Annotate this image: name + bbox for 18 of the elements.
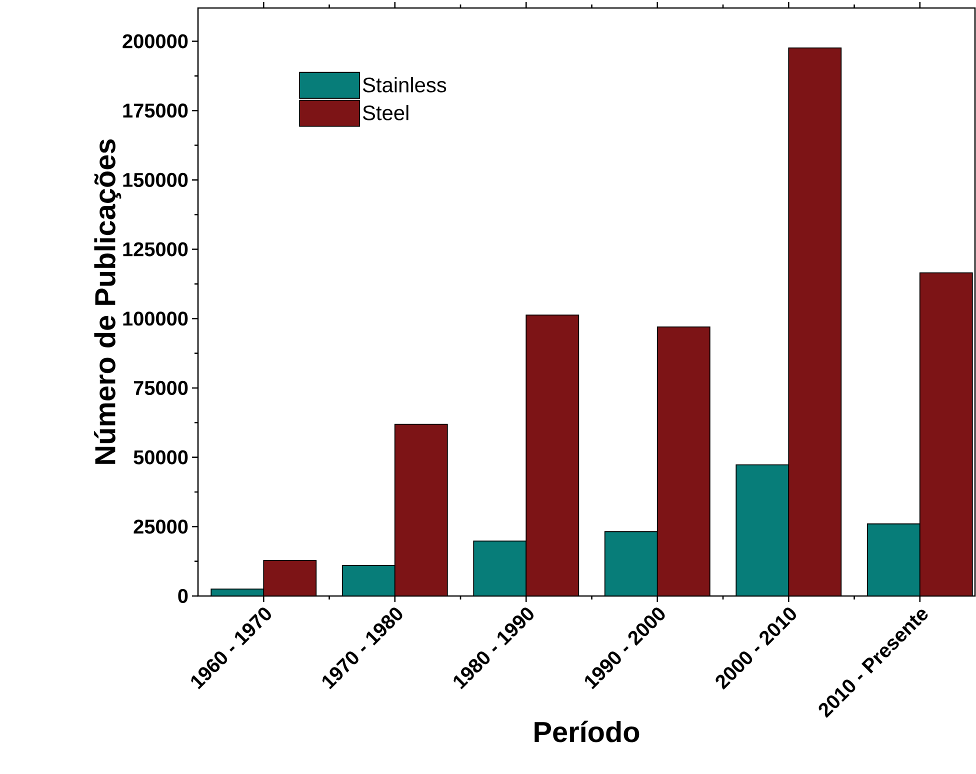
y-tick-label: 25000 (134, 520, 188, 534)
y-tick-label: 0 (178, 588, 188, 604)
bar (473, 540, 527, 596)
bar (604, 531, 658, 596)
bar (342, 565, 396, 596)
y-tick-label: 200000 (122, 34, 188, 48)
y-tick-label: 100000 (123, 312, 188, 326)
legend-label: Stainless (362, 77, 446, 92)
y-tick-label: 175000 (123, 104, 188, 118)
legend-label: Steel (362, 104, 408, 120)
y-tick-label: 150000 (123, 172, 188, 187)
y-tick-label: 75000 (134, 380, 188, 396)
bar (866, 523, 920, 596)
y-tick-label: 125000 (123, 242, 188, 256)
x-axis-title: Período (534, 720, 640, 742)
bar (736, 464, 790, 596)
y-tick-label: 50000 (134, 450, 188, 464)
y-axis-title: Número de Publicações (94, 139, 122, 464)
